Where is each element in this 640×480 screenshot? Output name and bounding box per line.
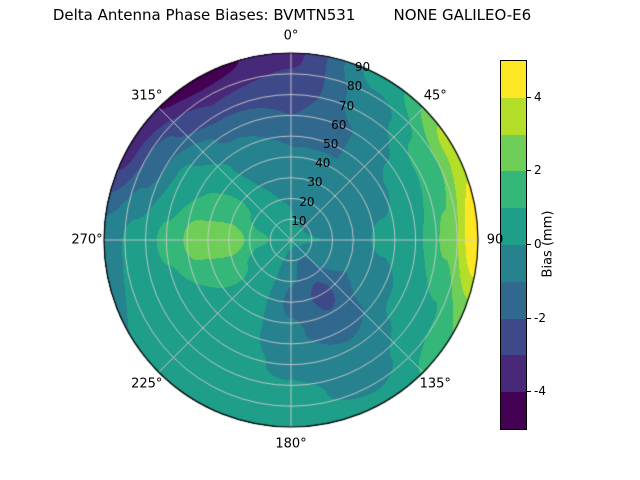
colorbar-band — [501, 281, 526, 319]
colorbar-band — [501, 171, 526, 209]
colorbar-band — [501, 208, 526, 245]
colorbar-axis-label: Bias (mm) — [540, 210, 556, 278]
colorbar-band — [501, 97, 526, 135]
colorbar-band — [501, 355, 526, 393]
colorbar — [500, 60, 527, 430]
colorbar-band — [501, 244, 526, 282]
colorbar-band — [501, 318, 526, 356]
chart-title: Delta Antenna Phase Biases: BVMTN531 NON… — [52, 6, 532, 24]
colorbar-band — [501, 61, 526, 98]
colorbar-band — [501, 392, 526, 429]
colorbar-band — [501, 134, 526, 172]
